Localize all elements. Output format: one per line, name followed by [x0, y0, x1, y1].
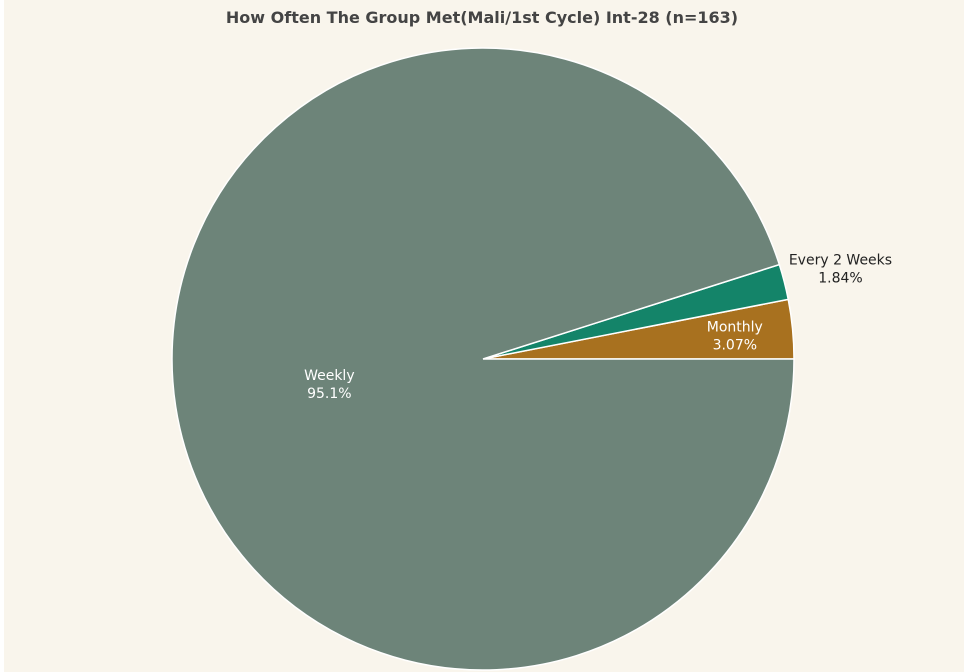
slice-label-every-2-weeks: Every 2 Weeks 1.84%: [789, 252, 892, 286]
slice-label-name: Weekly: [304, 368, 355, 384]
slice-label-value: 3.07%: [713, 338, 757, 354]
pie-slice-weekly[interactable]: [171, 47, 795, 671]
slice-label-value: 95.1%: [307, 386, 351, 402]
slice-label-monthly: Monthly 3.07%: [707, 320, 763, 354]
slice-label-weekly: Weekly 95.1%: [304, 368, 355, 402]
chart-title: How Often The Group Met(Mali/1st Cycle) …: [225, 8, 739, 27]
slice-label-name: Monthly: [707, 320, 763, 336]
slice-label-value: 1.84%: [818, 270, 862, 286]
slice-label-name: Every 2 Weeks: [789, 252, 892, 268]
